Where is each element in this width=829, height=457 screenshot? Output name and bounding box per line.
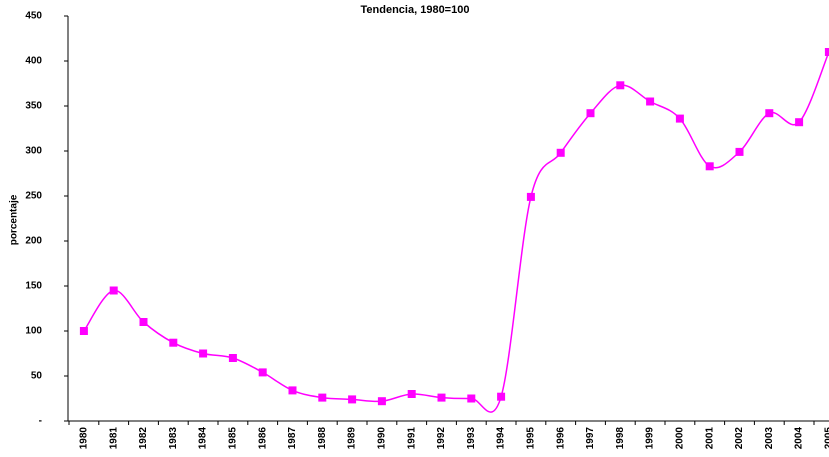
y-axis-label: porcentaje	[9, 194, 20, 245]
data-point	[824, 48, 829, 56]
data-point	[169, 338, 178, 347]
data-point	[228, 354, 237, 362]
y-tick-label: 400	[25, 56, 42, 67]
data-point	[526, 192, 535, 201]
data-point	[735, 147, 744, 156]
data-point	[675, 114, 684, 123]
x-tick-label: 1992	[436, 427, 447, 450]
x-tick-label: 2005	[824, 427, 829, 450]
x-tick-label: 1990	[377, 427, 388, 450]
x-tick-label: 1991	[406, 427, 417, 450]
x-tick-label: 1986	[257, 427, 268, 450]
x-tick-label: 1996	[555, 427, 566, 450]
x-tick-label: 1998	[615, 427, 626, 450]
data-point	[109, 286, 118, 295]
data-point	[79, 327, 88, 335]
y-tick-label: 350	[25, 101, 42, 112]
data-point	[795, 118, 804, 127]
data-point	[318, 393, 327, 402]
y-tick-label: 50	[31, 371, 43, 382]
y-tick-label: 250	[25, 191, 42, 202]
data-point	[765, 109, 774, 118]
data-point	[199, 349, 208, 358]
x-tick-label: 1984	[198, 427, 209, 450]
x-tick-label: 2002	[734, 427, 745, 450]
x-tick-label: 2003	[764, 427, 775, 450]
x-tick-label: 1993	[466, 427, 477, 450]
data-line	[83, 51, 829, 413]
x-tick-label: 1985	[228, 427, 239, 450]
x-tick-label: 1981	[108, 427, 119, 450]
x-tick-label: 1997	[585, 427, 596, 450]
x-tick-label: 1980	[79, 427, 90, 450]
data-point	[556, 148, 565, 157]
x-tick-label: 1994	[496, 427, 507, 450]
data-point	[497, 392, 506, 401]
x-tick-label: 2001	[704, 427, 715, 450]
y-tick-label: 450	[25, 11, 42, 22]
data-point	[258, 368, 267, 377]
data-point	[616, 81, 625, 90]
x-tick-label: 1995	[526, 427, 537, 450]
x-tick-label: 1987	[287, 427, 298, 450]
chart-title: Tendencia, 1980=100	[361, 4, 470, 16]
y-tick-label: -	[39, 416, 42, 427]
data-point	[377, 397, 386, 406]
data-point	[437, 393, 446, 402]
data-point	[705, 162, 714, 171]
y-tick-label: 100	[25, 326, 42, 337]
data-point	[646, 97, 655, 106]
data-point	[586, 109, 595, 118]
data-point	[407, 390, 416, 398]
data-point	[288, 386, 297, 395]
x-tick-label: 1983	[168, 427, 179, 450]
y-tick-label: 300	[25, 146, 42, 157]
data-point	[467, 394, 476, 403]
x-tick-label: 1982	[138, 427, 149, 450]
y-tick-label: 200	[25, 236, 42, 247]
x-tick-label: 1999	[645, 427, 656, 450]
x-tick-label: 1989	[347, 427, 358, 450]
x-tick-label: 1988	[317, 427, 328, 450]
data-point	[139, 318, 148, 326]
data-point	[348, 395, 357, 404]
x-tick-label: 2000	[675, 427, 686, 450]
x-tick-label: 2004	[794, 427, 805, 450]
y-tick-label: 150	[25, 281, 42, 292]
